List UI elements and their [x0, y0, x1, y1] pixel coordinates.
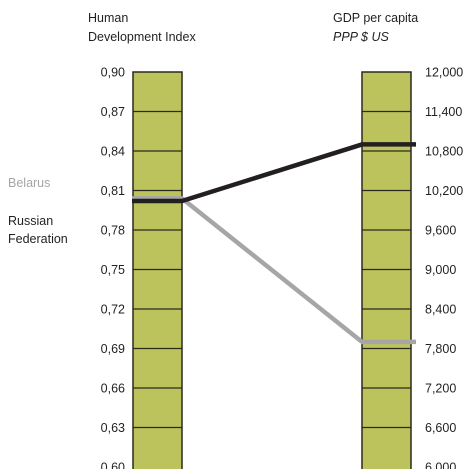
right-tick-label: 10,800: [425, 145, 463, 159]
right-tick-label: 7,800: [425, 342, 456, 356]
left-axis-title-line-1: Human: [88, 11, 129, 25]
left-tick-label: 0,66: [101, 382, 125, 396]
russia-label: Russian Federation: [8, 212, 68, 248]
right-tick-label: 8,400: [425, 303, 456, 317]
right-axis-title-line-2: PPP $ US: [333, 30, 389, 44]
left-tick-label: 0,84: [101, 145, 125, 159]
belarus-slope-line: [180, 196, 364, 344]
left-tick-label: 0,78: [101, 224, 125, 238]
belarus-label: Belarus: [8, 176, 51, 190]
left-tick-label: 0,72: [101, 303, 125, 317]
left-axis-bar: [132, 71, 183, 473]
russian-federation-slope-line: [181, 142, 363, 204]
left-tick-label: 0,90: [101, 66, 125, 80]
right-tick-label: 9,600: [425, 224, 456, 238]
russia-label-line-1: Russian: [8, 214, 54, 228]
series-belarus: [132, 196, 416, 345]
left-tick-label: 0,75: [101, 263, 125, 277]
right-axis-title: GDP per capita PPP $ US: [333, 9, 418, 47]
series-russian-federation: [132, 142, 416, 204]
left-tick-label: 0,81: [101, 184, 125, 198]
left-axis-title-line-2: Development Index: [88, 30, 196, 44]
russia-label-line-2: Federation: [8, 232, 68, 246]
right-tick-label: 10,200: [425, 184, 463, 198]
left-tick-label: 0,63: [101, 421, 125, 435]
left-tick-label: 0,87: [101, 105, 125, 119]
right-tick-label: 6,600: [425, 421, 456, 435]
series-layer: [132, 142, 416, 345]
left-tick-label: 0,60: [101, 461, 125, 470]
right-tick-label: 6,000: [425, 461, 456, 470]
right-tick-label: 7,200: [425, 382, 456, 396]
right-tick-label: 9,000: [425, 263, 456, 277]
right-axis-bar: [361, 71, 412, 473]
right-axis-title-line-1: GDP per capita: [333, 11, 419, 25]
right-tick-label: 11,400: [425, 105, 462, 119]
right-tick-label: 12,000: [425, 66, 463, 80]
tick-layer: 0,90 0,87 0,84 0,81 0,78 0,75 0,72 0,69 0,66 0,63…: [101, 66, 464, 474]
left-tick-label: 0,69: [101, 342, 125, 356]
left-axis-title: Human Development Index: [88, 9, 196, 47]
